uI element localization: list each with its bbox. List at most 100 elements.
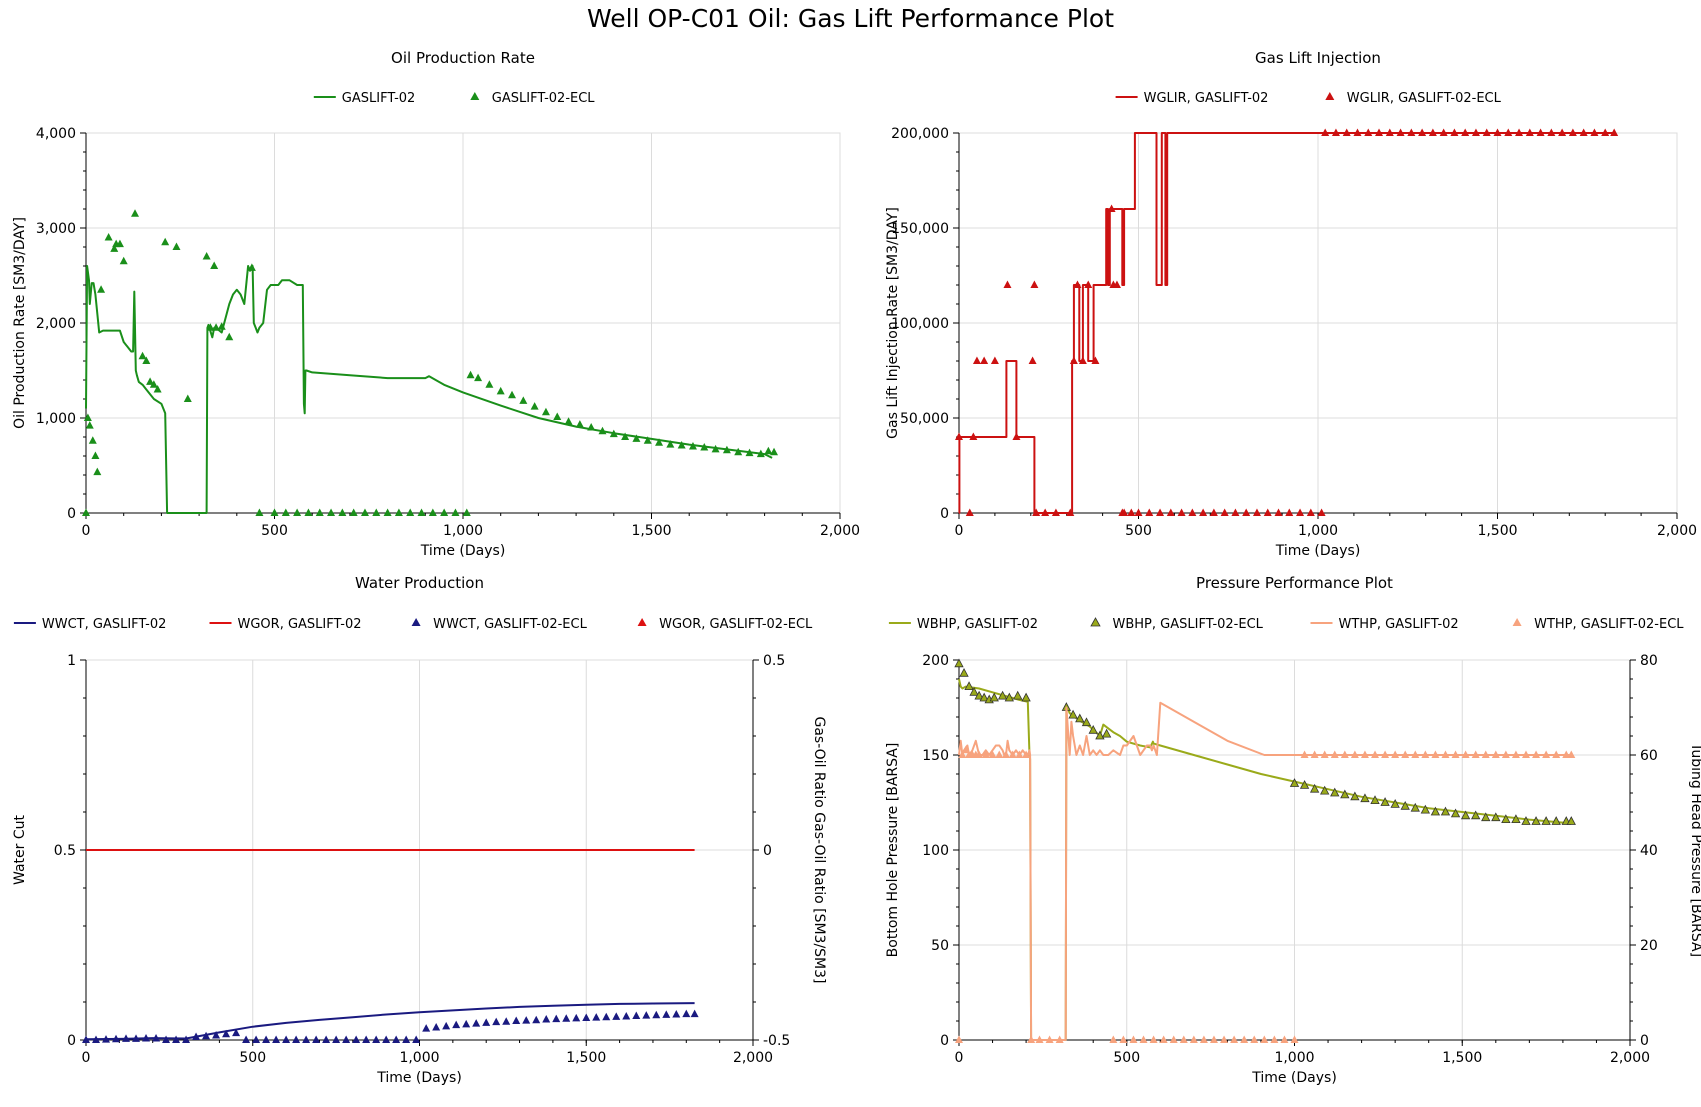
- pressure-data-point: [1250, 1035, 1259, 1043]
- water-data-point: [572, 1013, 581, 1022]
- gaslift-data-point: [972, 356, 981, 364]
- water-data-point: [262, 1035, 271, 1043]
- gaslift-x-tick-label: 1,000: [1298, 523, 1338, 539]
- oil-data-point: [327, 508, 336, 516]
- water-data-point: [512, 1016, 521, 1024]
- oil-data-point: [91, 451, 100, 459]
- oil-x-tick-label: 1,500: [631, 523, 671, 539]
- pressure-data-point: [1360, 750, 1369, 758]
- gaslift-x-tick-label: 1,500: [1477, 523, 1517, 539]
- pressure-data-point: [1095, 730, 1105, 740]
- oil-legend-label: GASLIFT-02-ECL: [492, 91, 596, 106]
- pressure-data-point: [961, 745, 970, 754]
- pressure-data-point: [1289, 778, 1300, 787]
- gaslift-x-tick-label: 0: [955, 523, 964, 539]
- oil-data-point: [212, 323, 221, 331]
- water-series-0: [85, 1002, 695, 1041]
- gaslift-data-point: [1012, 432, 1021, 440]
- pressure-data-point: [1481, 812, 1491, 822]
- oil-data-point: [394, 508, 403, 516]
- pressure-data-point: [1230, 1035, 1239, 1043]
- pressure-data-point: [1013, 690, 1023, 700]
- pressure-data-point: [1371, 750, 1380, 758]
- gaslift-series-0: [958, 132, 1615, 514]
- pressure-data-point: [1400, 800, 1410, 810]
- pressure-data-point: [1541, 816, 1551, 825]
- pressure-data-point: [969, 686, 979, 696]
- pressure-y-tick-label: 0: [940, 1033, 949, 1049]
- gaslift-data-point: [1145, 508, 1154, 516]
- pressure-data-point: [1290, 1035, 1299, 1043]
- gaslift-y-tick-label: 100,000: [891, 316, 949, 332]
- water-data-point: [202, 1031, 211, 1040]
- oil-data-point: [270, 508, 279, 516]
- water-data-point: [592, 1013, 601, 1021]
- oil-data-point: [530, 402, 539, 410]
- oil-data-point: [643, 436, 652, 444]
- pressure-data-point: [1209, 1035, 1218, 1043]
- water-x-tick-label: 2,000: [733, 1050, 773, 1066]
- water-data-point: [672, 1010, 681, 1018]
- pressure-data-point: [1220, 1035, 1229, 1043]
- oil-data-point: [85, 421, 94, 429]
- water-data-point: [362, 1035, 371, 1043]
- oil-data-point: [104, 233, 113, 241]
- water-data-point: [502, 1017, 511, 1025]
- gaslift-data-point: [990, 356, 999, 364]
- oil-data-point: [428, 508, 437, 516]
- gaslift-series-1: [955, 128, 1619, 516]
- water-data-point: [382, 1035, 391, 1043]
- oil-data-point: [587, 423, 596, 431]
- oil-y-axis-label: Oil Production Rate [SM3/DAY]: [12, 217, 28, 429]
- pressure-data-point: [1542, 750, 1551, 758]
- gaslift-data-point: [1274, 508, 1283, 516]
- water-data-point: [252, 1035, 261, 1043]
- pressure-data-point: [1461, 750, 1470, 758]
- oil-data-point: [119, 256, 128, 265]
- gaslift-data-point: [1493, 128, 1502, 136]
- pressure-data-point: [1491, 750, 1500, 758]
- water-series-line: [85, 1002, 695, 1041]
- water-x-axis-label: Time (Days): [376, 1070, 462, 1086]
- pressure-x-tick-label: 2,000: [1610, 1050, 1650, 1066]
- gaslift-series-line: [958, 132, 1615, 514]
- pressure-data-point: [1481, 750, 1490, 758]
- gaslift-data-point: [1396, 128, 1405, 136]
- water-data-point: [522, 1016, 531, 1024]
- pressure-data-point: [1139, 1035, 1148, 1043]
- oil-data-point: [770, 447, 779, 456]
- gaslift-data-point: [1331, 128, 1340, 136]
- water-y-right-tick-label: -0.5: [763, 1033, 790, 1049]
- gaslift-data-point: [1127, 508, 1136, 516]
- pressure-data-point: [1021, 692, 1031, 702]
- gaslift-data-point: [1078, 356, 1087, 364]
- pressure-data-point: [1169, 1035, 1178, 1043]
- oil-data-point: [138, 351, 147, 360]
- gaslift-data-point: [1091, 356, 1100, 364]
- gaslift-title: Gas Lift Injection: [1255, 49, 1381, 67]
- oil-legend-item: GASLIFT-02: [313, 91, 415, 106]
- pressure-data-point: [1380, 797, 1390, 806]
- pressure-data-point: [1501, 814, 1511, 823]
- water-data-point: [472, 1019, 481, 1027]
- pressure-data-point: [958, 750, 967, 758]
- oil-data-point: [217, 322, 226, 330]
- gaslift-data-point: [1461, 128, 1470, 136]
- oil-data-point: [564, 417, 573, 425]
- oil-data-point: [110, 244, 119, 252]
- pressure-legend-label: WTHP, GASLIFT-02-ECL: [1534, 617, 1684, 632]
- oil-title: Oil Production Rate: [391, 49, 535, 67]
- oil-data-point: [97, 285, 106, 293]
- pressure-x-tick-label: 1,000: [1274, 1050, 1314, 1066]
- gaslift-data-point: [1317, 508, 1326, 516]
- pressure-series-line: [958, 678, 1572, 1041]
- oil-data-point: [466, 370, 475, 379]
- gaslift-y-tick-label: 200,000: [891, 126, 949, 142]
- gaslift-data-point: [1003, 280, 1012, 288]
- pressure-data-point: [1075, 713, 1085, 723]
- gaslift-data-point: [1610, 128, 1619, 136]
- pressure-data-point: [1420, 804, 1431, 814]
- oil-data-point: [451, 508, 460, 516]
- gaslift-data-point: [1536, 128, 1545, 136]
